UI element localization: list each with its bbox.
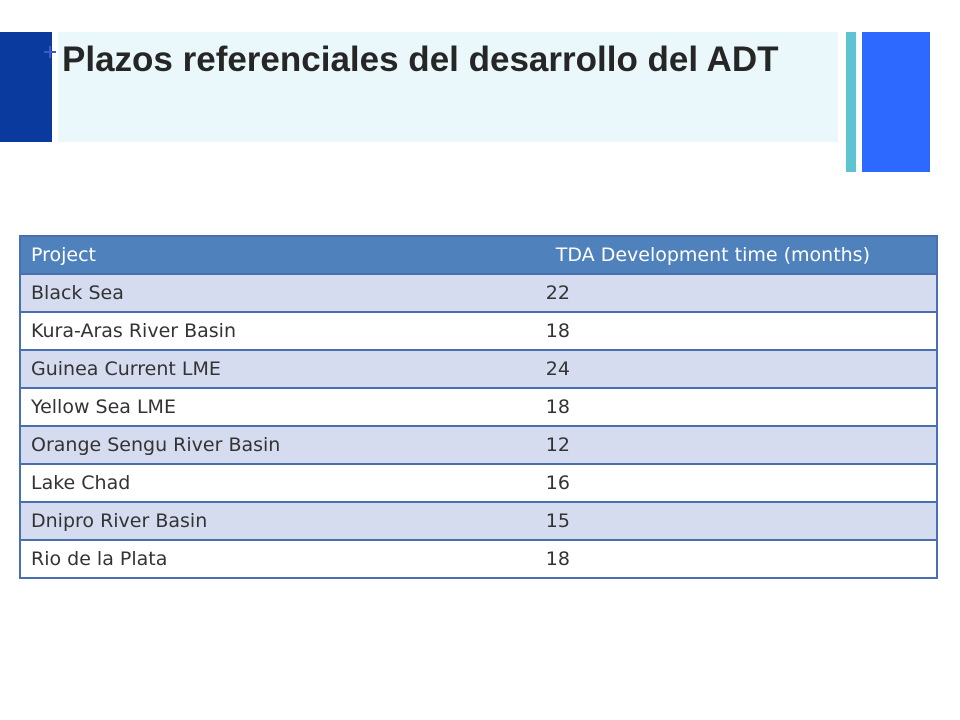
tda-development-table: Project TDA Development time (months) Bl… — [19, 235, 938, 579]
table-row: Lake Chad 16 — [20, 464, 937, 503]
time-cell: 12 — [545, 426, 937, 465]
table-row: Orange Sengu River Basin 12 — [20, 426, 937, 465]
title-background — [58, 32, 838, 142]
blue-accent-bar — [862, 32, 930, 172]
project-cell: Rio de la Plata — [20, 540, 546, 579]
time-cell: 18 — [545, 312, 937, 351]
time-cell: 16 — [545, 464, 937, 503]
project-cell: Guinea Current LME — [20, 350, 546, 389]
plus-icon — [44, 46, 56, 58]
time-cell: 18 — [545, 540, 937, 579]
time-cell: 24 — [545, 350, 937, 389]
project-cell: Kura-Aras River Basin — [20, 312, 546, 351]
time-cell: 22 — [545, 274, 937, 313]
time-cell: 18 — [545, 388, 937, 427]
column-header-project: Project — [20, 236, 546, 275]
project-cell: Lake Chad — [20, 464, 546, 503]
table-row: Guinea Current LME 24 — [20, 350, 937, 389]
column-header-time: TDA Development time (months) — [545, 236, 937, 275]
table-row: Yellow Sea LME 18 — [20, 388, 937, 427]
table-row: Rio de la Plata 18 — [20, 540, 937, 579]
table-row: Black Sea 22 — [20, 274, 937, 313]
project-cell: Orange Sengu River Basin — [20, 426, 546, 465]
slide-title: Plazos referenciales del desarrollo del … — [62, 40, 779, 79]
table-row: Kura-Aras River Basin 18 — [20, 312, 937, 351]
project-cell: Black Sea — [20, 274, 546, 313]
table-row: Dnipro River Basin 15 — [20, 502, 937, 541]
project-cell: Dnipro River Basin — [20, 502, 546, 541]
project-cell: Yellow Sea LME — [20, 388, 546, 427]
teal-accent-bar — [846, 32, 856, 172]
table-header-row: Project TDA Development time (months) — [20, 236, 937, 275]
left-accent-bar — [0, 32, 52, 142]
time-cell: 15 — [545, 502, 937, 541]
